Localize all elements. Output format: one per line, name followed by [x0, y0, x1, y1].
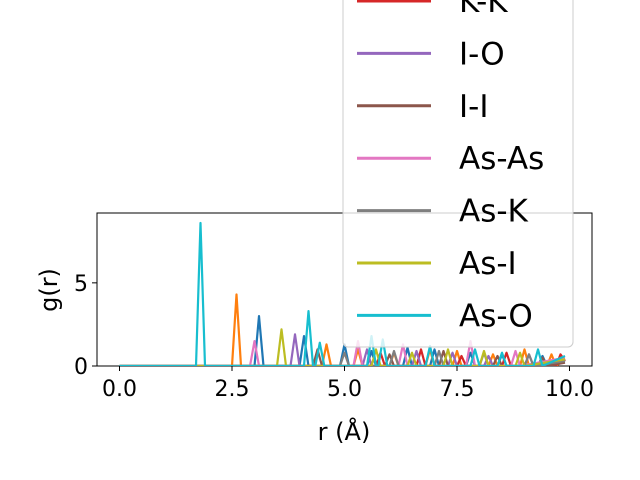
x-tick-label: 2.5	[215, 377, 250, 402]
x-tick-label: 7.5	[440, 377, 475, 402]
x-axis: 0.0 2.5 5.0 7.5 10.0	[102, 366, 594, 402]
legend: K-K I-O I-I As-As As-K As-I As-O	[342, 0, 574, 348]
x-axis-label: r (Å)	[318, 417, 371, 446]
series-line-7	[119, 349, 566, 366]
legend-label: I-I	[459, 89, 488, 125]
y-tick-label: 5	[74, 272, 88, 297]
x-tick-label: 5.0	[327, 377, 362, 402]
legend-label: As-As	[459, 141, 544, 177]
legend-label: As-K	[459, 194, 529, 230]
legend-label: As-I	[459, 246, 517, 282]
legend-box	[342, 0, 574, 348]
legend-label: As-O	[459, 298, 533, 334]
x-tick-label: 10.0	[545, 377, 594, 402]
legend-label: I-O	[459, 36, 505, 72]
legend-label: K-K	[459, 0, 508, 20]
y-axis: 05	[74, 272, 97, 380]
y-axis-label: g(r)	[35, 268, 63, 312]
x-tick-label: 0.0	[102, 377, 137, 402]
y-tick-label: 0	[74, 355, 88, 380]
series-line-3	[119, 348, 566, 366]
